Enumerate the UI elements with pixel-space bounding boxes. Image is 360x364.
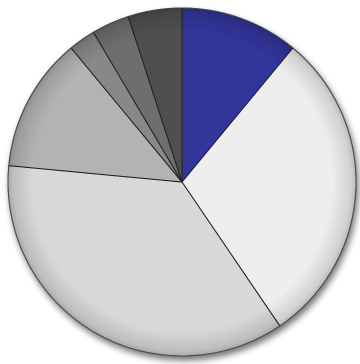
pie-rim-shade <box>7 7 357 357</box>
